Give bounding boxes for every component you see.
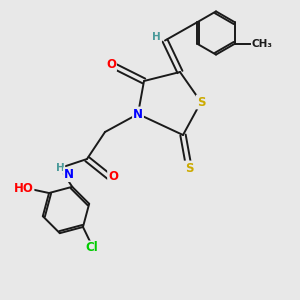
Text: H: H: [152, 32, 161, 43]
Text: N: N: [64, 168, 74, 181]
Text: Cl: Cl: [85, 242, 98, 254]
Text: CH₃: CH₃: [252, 39, 273, 49]
Text: S: S: [197, 95, 205, 109]
Text: O: O: [108, 170, 118, 184]
Text: HO: HO: [14, 182, 34, 195]
Text: H: H: [56, 163, 64, 173]
Text: N: N: [133, 107, 143, 121]
Text: O: O: [106, 58, 116, 71]
Text: S: S: [185, 161, 193, 175]
